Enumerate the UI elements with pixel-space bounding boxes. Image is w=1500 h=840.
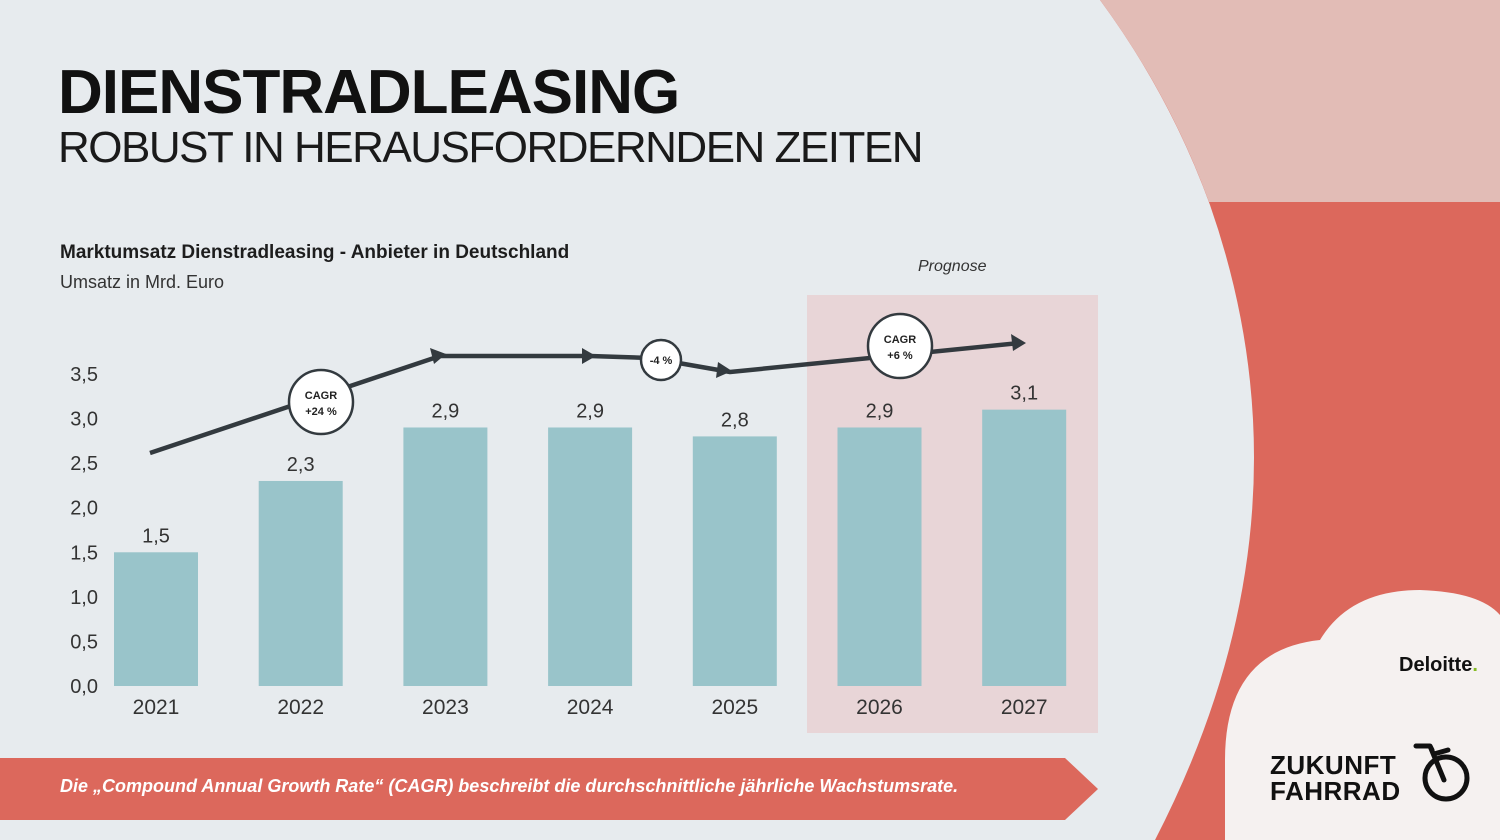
x-tick-label: 2027	[1001, 696, 1048, 719]
data-label-2025: 2,8	[721, 409, 749, 431]
annotation-line-1: -4 %	[650, 355, 673, 367]
page-subtitle: ROBUST IN HERAUSFORDERNDEN ZEITEN	[58, 123, 924, 172]
pink-arc-shape	[1100, 0, 1500, 202]
data-label-2024: 2,9	[576, 400, 604, 422]
annotation-badge	[287, 368, 355, 436]
arrowhead-2024	[582, 348, 596, 364]
x-tick-label: 2022	[277, 696, 324, 719]
y-tick-label: 2,0	[70, 498, 98, 520]
logo-line-1: ZUKUNFT	[1270, 750, 1397, 780]
y-tick-label: 2,5	[70, 453, 98, 475]
chart-title: Marktumsatz Dienstradleasing - Anbieter …	[60, 242, 570, 263]
x-tick-label: 2023	[422, 696, 469, 719]
arrowhead-2023	[430, 348, 446, 364]
annotation-line-2: +6 %	[887, 350, 913, 362]
x-tick-label: 2025	[711, 696, 758, 719]
bar-2023	[403, 427, 488, 686]
annotation-line-1: CAGR	[305, 390, 337, 402]
annotation-badge	[639, 338, 683, 382]
data-label-2022: 2,3	[287, 454, 315, 476]
annotation-line-1: CAGR	[884, 334, 916, 346]
data-label-2021: 1,5	[142, 525, 170, 547]
bar-2027	[982, 409, 1067, 686]
arrowhead-2025	[716, 362, 732, 378]
bar-2022	[258, 480, 343, 686]
y-tick-label: 1,0	[70, 587, 98, 609]
logo-cloud-shape	[1225, 590, 1500, 840]
annotation-line-2: +24 %	[305, 406, 337, 418]
deloitte-dot: .	[1472, 654, 1478, 676]
data-label-2023: 2,9	[431, 400, 459, 422]
cagr-footnote: Die „Compound Annual Growth Rate“ (CAGR)…	[60, 776, 959, 796]
arrowhead-2027	[1011, 334, 1026, 351]
y-tick-label: 3,0	[70, 409, 98, 431]
data-label-2027: 3,1	[1010, 383, 1038, 405]
bicycle-icon	[1413, 743, 1470, 802]
x-tick-label: 2026	[856, 696, 903, 719]
data-label-2026: 2,9	[866, 400, 894, 422]
y-tick-label: 1,5	[70, 542, 98, 564]
y-tick-label: 0,5	[70, 631, 98, 653]
bar-2026	[837, 427, 922, 686]
bar-2024	[548, 427, 633, 686]
chart-unit-label: Umsatz in Mrd. Euro	[60, 272, 225, 292]
bar-2021	[114, 552, 198, 686]
logo-line-2: FAHRRAD	[1270, 776, 1401, 806]
x-tick-label: 2021	[133, 696, 180, 719]
bar-2025	[692, 436, 777, 686]
x-tick-label: 2024	[567, 696, 614, 719]
deloitte-text: Deloitte	[1399, 654, 1473, 676]
y-tick-label: 3,5	[70, 364, 98, 386]
trend-line	[149, 340, 1021, 456]
y-tick-label: 0,0	[70, 676, 98, 698]
footer-banner	[0, 758, 1098, 820]
page-title: DIENSTRADLEASING	[58, 58, 680, 127]
annotation-badge	[866, 312, 934, 380]
forecast-label: Prognose	[918, 258, 987, 275]
deloitte-logo: Deloitte.	[1399, 654, 1478, 677]
